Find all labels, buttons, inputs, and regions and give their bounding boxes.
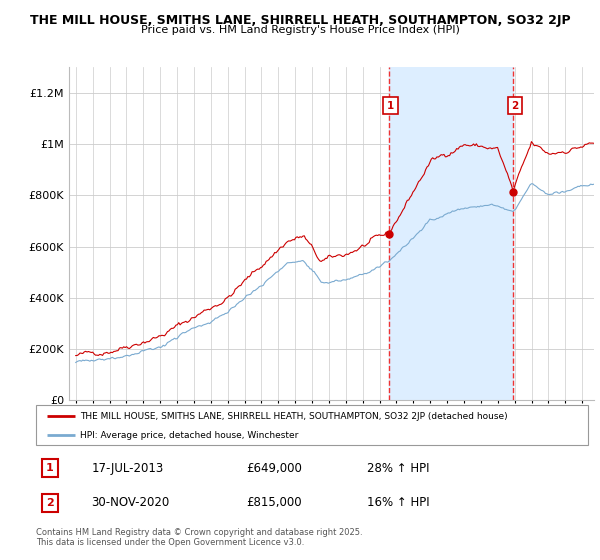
Text: Contains HM Land Registry data © Crown copyright and database right 2025.
This d: Contains HM Land Registry data © Crown c…: [36, 528, 362, 547]
Bar: [389, 67, 514, 400]
Text: 30-NOV-2020: 30-NOV-2020: [91, 496, 169, 510]
Text: 1: 1: [46, 463, 53, 473]
Text: HPI: Average price, detached house, Winchester: HPI: Average price, detached house, Winc…: [80, 431, 299, 440]
Text: 2: 2: [46, 498, 53, 508]
Text: 1: 1: [387, 101, 394, 111]
Text: THE MILL HOUSE, SMITHS LANE, SHIRRELL HEATH, SOUTHAMPTON, SO32 2JP: THE MILL HOUSE, SMITHS LANE, SHIRRELL HE…: [29, 14, 571, 27]
Text: THE MILL HOUSE, SMITHS LANE, SHIRRELL HEATH, SOUTHAMPTON, SO32 2JP (detached hou: THE MILL HOUSE, SMITHS LANE, SHIRRELL HE…: [80, 412, 508, 421]
Text: £815,000: £815,000: [246, 496, 301, 510]
Text: £649,000: £649,000: [246, 461, 302, 475]
Text: 28% ↑ HPI: 28% ↑ HPI: [367, 461, 430, 475]
Text: 2: 2: [511, 101, 518, 111]
Text: 17-JUL-2013: 17-JUL-2013: [91, 461, 163, 475]
Text: Price paid vs. HM Land Registry's House Price Index (HPI): Price paid vs. HM Land Registry's House …: [140, 25, 460, 35]
Text: 16% ↑ HPI: 16% ↑ HPI: [367, 496, 430, 510]
